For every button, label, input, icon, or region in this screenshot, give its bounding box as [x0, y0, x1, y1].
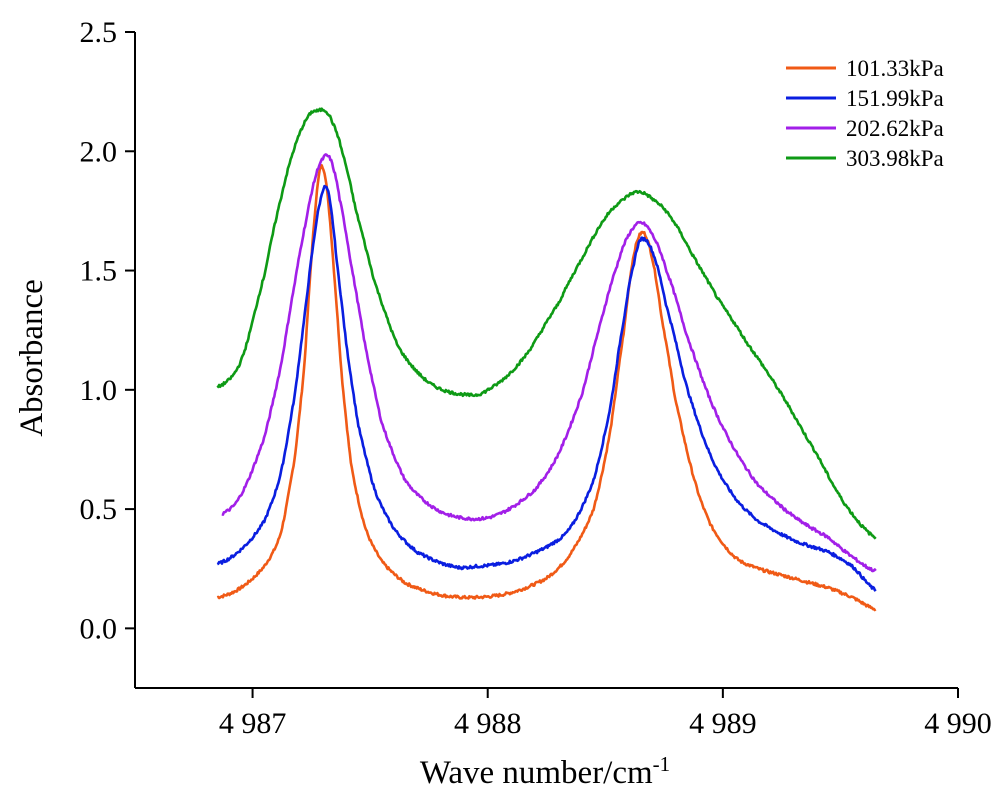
series-line-3 [221, 153, 877, 573]
x-axis-title-main: Wave number/cm [420, 755, 653, 791]
legend-label-1: 101.33kPa [846, 56, 944, 81]
x-tick-label: 4 989 [689, 707, 757, 740]
axes [134, 32, 958, 689]
ticks: 0.0 0.5 1.0 1.5 2.0 2.5 4 987 4 988 4 989 4 990 [80, 16, 992, 740]
y-tick-label: 1.5 [80, 255, 118, 288]
x-tick-label: 4 990 [924, 707, 992, 740]
y-tick-label: 0.5 [80, 493, 118, 526]
y-axis-title: Absorbance [14, 279, 50, 437]
x-tick-label: 4 988 [454, 707, 522, 740]
y-tick-label: 0.0 [80, 612, 118, 645]
legend: 101.33kPa 151.99kPa 202.62kPa 303.98kPa [786, 56, 944, 171]
y-tick-label: 1.0 [80, 374, 118, 407]
legend-label-2: 151.99kPa [846, 86, 944, 111]
x-axis-title: Wave number/cm-1 [420, 752, 670, 791]
y-tick-label: 2.0 [80, 135, 118, 168]
series-line-2 [216, 184, 877, 592]
x-axis-title-superscript: -1 [653, 752, 671, 776]
series-line-4 [216, 107, 877, 540]
y-tick-label: 2.5 [80, 16, 118, 49]
series-layer [216, 107, 877, 612]
legend-label-4: 303.98kPa [846, 146, 944, 171]
legend-label-3: 202.62kPa [846, 116, 944, 141]
x-tick-label: 4 987 [219, 707, 287, 740]
